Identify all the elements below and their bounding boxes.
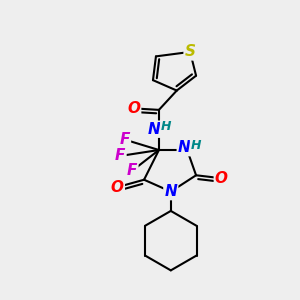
Text: O: O	[127, 101, 140, 116]
Text: H: H	[161, 120, 172, 133]
Text: F: F	[115, 148, 125, 164]
Text: F: F	[119, 132, 130, 147]
Text: F: F	[127, 163, 137, 178]
Text: H: H	[191, 139, 201, 152]
Text: N: N	[178, 140, 190, 155]
Text: N: N	[148, 122, 161, 137]
Text: O: O	[111, 180, 124, 195]
Text: N: N	[164, 184, 177, 199]
Text: S: S	[184, 44, 196, 59]
Text: O: O	[215, 171, 228, 186]
